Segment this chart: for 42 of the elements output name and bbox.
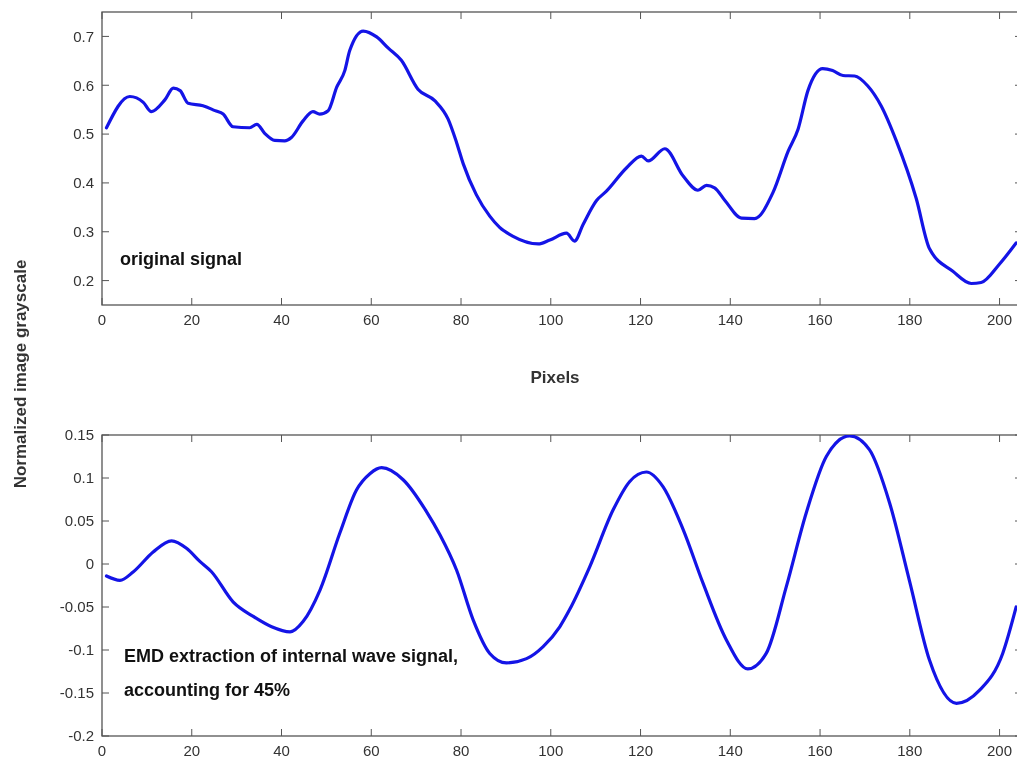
x-tick-label: 20 xyxy=(183,311,201,328)
y-tick-label: 0.4 xyxy=(73,174,94,192)
y-tick-label: 0.5 xyxy=(73,125,94,143)
x-tick-label: 20 xyxy=(183,742,201,759)
x-tick-label: 80 xyxy=(452,311,470,328)
x-tick-label: 100 xyxy=(538,311,564,328)
y-tick-label: -0.15 xyxy=(59,684,94,702)
y-tick-label: 0.7 xyxy=(73,27,94,45)
y-tick-label: 0.3 xyxy=(73,223,94,240)
y-tick-label: 0.6 xyxy=(73,76,94,94)
y-tick-label: 0.1 xyxy=(73,469,94,487)
x-tick-label: 180 xyxy=(897,742,923,759)
y-tick-label: -0.05 xyxy=(59,598,94,616)
x-tick-label: 200 xyxy=(987,311,1013,328)
y-tick-label: -0.2 xyxy=(68,727,94,745)
line-series xyxy=(104,29,1017,286)
x-tick-label: 140 xyxy=(717,742,743,759)
x-tick-label: 80 xyxy=(452,742,470,759)
x-tick-label: 40 xyxy=(273,311,290,328)
x-tick-label: 60 xyxy=(362,742,380,759)
x-tick-label: 0 xyxy=(97,311,107,328)
x-tick-label: 160 xyxy=(807,311,833,328)
y-tick-label: 0 xyxy=(85,555,94,573)
annotation: original signal xyxy=(120,249,243,269)
x-tick-label: 0 xyxy=(97,742,107,759)
y-axis-title: Normalized image grayscale xyxy=(11,259,30,489)
x-tick-label: 120 xyxy=(628,742,654,759)
x-tick-label: 60 xyxy=(362,311,380,328)
annotation: EMD extraction of internal wave signal, accounting for 45% xyxy=(124,646,459,700)
x-tick-label: 120 xyxy=(628,311,654,328)
x-tick-label: 40 xyxy=(273,742,290,759)
x-tick-label: 200 xyxy=(987,742,1013,759)
y-tick-label: 0.15 xyxy=(64,426,94,444)
y-tick-label: 0.05 xyxy=(64,512,94,530)
line-series xyxy=(104,435,1017,705)
x-tick-label: 160 xyxy=(807,742,833,759)
y-tick-label: -0.1 xyxy=(68,641,94,659)
x-tick-label: 180 xyxy=(897,311,923,328)
x-axis-title: Pixels xyxy=(530,368,580,387)
y-tick-label: 0.2 xyxy=(73,271,94,289)
x-tick-label: 140 xyxy=(717,311,743,328)
x-tick-label: 100 xyxy=(538,742,564,759)
